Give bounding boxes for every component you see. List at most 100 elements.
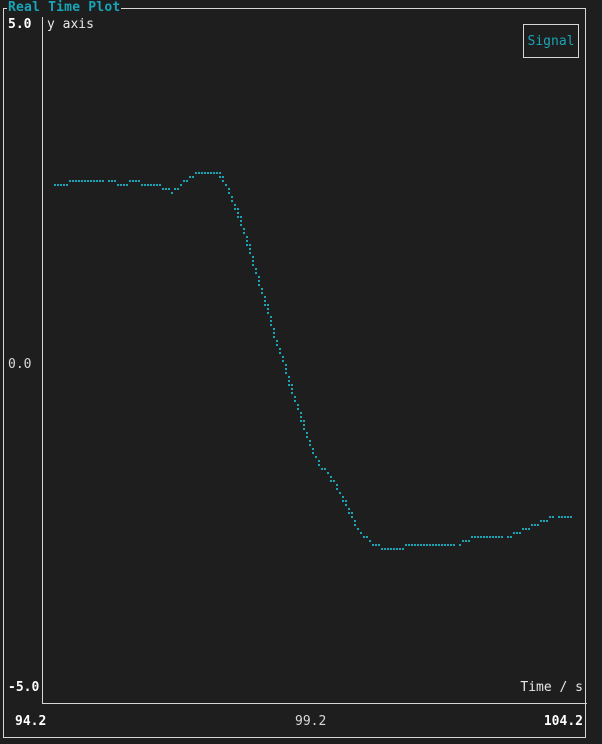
signal-point xyxy=(228,188,230,190)
signal-point xyxy=(210,172,212,174)
signal-point xyxy=(204,172,206,174)
signal-point xyxy=(312,448,314,450)
signal-point xyxy=(141,184,143,186)
signal-point xyxy=(399,548,401,550)
signal-point xyxy=(183,180,185,182)
signal-point xyxy=(324,468,326,470)
signal-point xyxy=(357,528,359,530)
signal-point xyxy=(159,184,161,186)
signal-point xyxy=(279,348,281,350)
signal-point xyxy=(84,180,86,182)
signal-point xyxy=(303,424,305,426)
signal-point xyxy=(501,536,503,538)
signal-point xyxy=(255,268,257,270)
signal-point xyxy=(234,208,236,210)
signal-point xyxy=(117,184,119,186)
y-tick-max: 5.0 xyxy=(8,17,32,32)
signal-point xyxy=(123,184,125,186)
signal-point xyxy=(285,364,287,366)
signal-point xyxy=(120,184,122,186)
signal-point xyxy=(321,468,323,470)
signal-point xyxy=(147,184,149,186)
signal-point xyxy=(294,400,296,402)
signal-point xyxy=(441,544,443,546)
signal-point xyxy=(411,544,413,546)
signal-point xyxy=(531,524,533,526)
signal-point xyxy=(264,296,266,298)
signal-point xyxy=(234,204,236,206)
signal-point xyxy=(438,544,440,546)
signal-point xyxy=(459,544,461,546)
signal-point xyxy=(273,328,275,330)
signal-point xyxy=(405,544,407,546)
signal-point xyxy=(279,352,281,354)
signal-point xyxy=(543,520,545,522)
signal-point xyxy=(453,544,455,546)
signal-point xyxy=(546,520,548,522)
signal-point xyxy=(237,208,239,210)
signal-point xyxy=(171,192,173,194)
signal-point xyxy=(330,480,332,482)
signal-point xyxy=(252,256,254,258)
x-tick-min: 94.2 xyxy=(15,714,47,729)
signal-point xyxy=(507,536,509,538)
signal-point xyxy=(258,280,260,282)
signal-point xyxy=(177,188,179,190)
signal-point xyxy=(378,544,380,546)
signal-point xyxy=(498,536,500,538)
signal-point xyxy=(339,492,341,494)
signal-point xyxy=(387,548,389,550)
signal-point xyxy=(57,184,59,186)
signal-point xyxy=(327,472,329,474)
signal-point xyxy=(108,180,110,182)
signal-point xyxy=(348,508,350,510)
signal-point xyxy=(249,252,251,254)
signal-point xyxy=(231,196,233,198)
signal-point xyxy=(345,504,347,506)
signal-point xyxy=(270,320,272,322)
signal-point xyxy=(282,356,284,358)
signal-point xyxy=(309,444,311,446)
signal-point xyxy=(60,184,62,186)
signal-point xyxy=(465,540,467,542)
signal-point xyxy=(333,480,335,482)
signal-point xyxy=(273,332,275,334)
signal-point xyxy=(267,308,269,310)
signal-point xyxy=(93,180,95,182)
signal-point xyxy=(222,180,224,182)
x-tick-mid: 99.2 xyxy=(295,714,327,729)
signal-point xyxy=(342,500,344,502)
signal-point xyxy=(153,184,155,186)
signal-point xyxy=(288,384,290,386)
signal-point xyxy=(276,340,278,342)
signal-point xyxy=(366,536,368,538)
signal-point xyxy=(135,180,137,182)
signal-point xyxy=(228,192,230,194)
signal-point xyxy=(549,516,551,518)
signal-point xyxy=(450,544,452,546)
signal-point xyxy=(81,180,83,182)
signal-point xyxy=(435,544,437,546)
signal-point xyxy=(201,172,203,174)
signal-point xyxy=(519,532,521,534)
signal-point xyxy=(192,176,194,178)
signal-point xyxy=(444,544,446,546)
signal-point xyxy=(372,544,374,546)
signal-point xyxy=(393,548,395,550)
signal-point xyxy=(90,180,92,182)
signal-point xyxy=(390,548,392,550)
signal-point xyxy=(510,536,512,538)
signal-point xyxy=(198,172,200,174)
signal-point xyxy=(480,536,482,538)
signal-point xyxy=(534,524,536,526)
signal-point xyxy=(66,184,68,186)
signal-point xyxy=(300,420,302,422)
legend-signal: Signal xyxy=(523,24,579,58)
signal-point xyxy=(318,464,320,466)
signal-point xyxy=(363,536,365,538)
signal-point xyxy=(267,304,269,306)
x-tick-max: 104.2 xyxy=(543,714,583,729)
signal-point xyxy=(429,544,431,546)
signal-point xyxy=(195,172,197,174)
signal-point xyxy=(300,412,302,414)
